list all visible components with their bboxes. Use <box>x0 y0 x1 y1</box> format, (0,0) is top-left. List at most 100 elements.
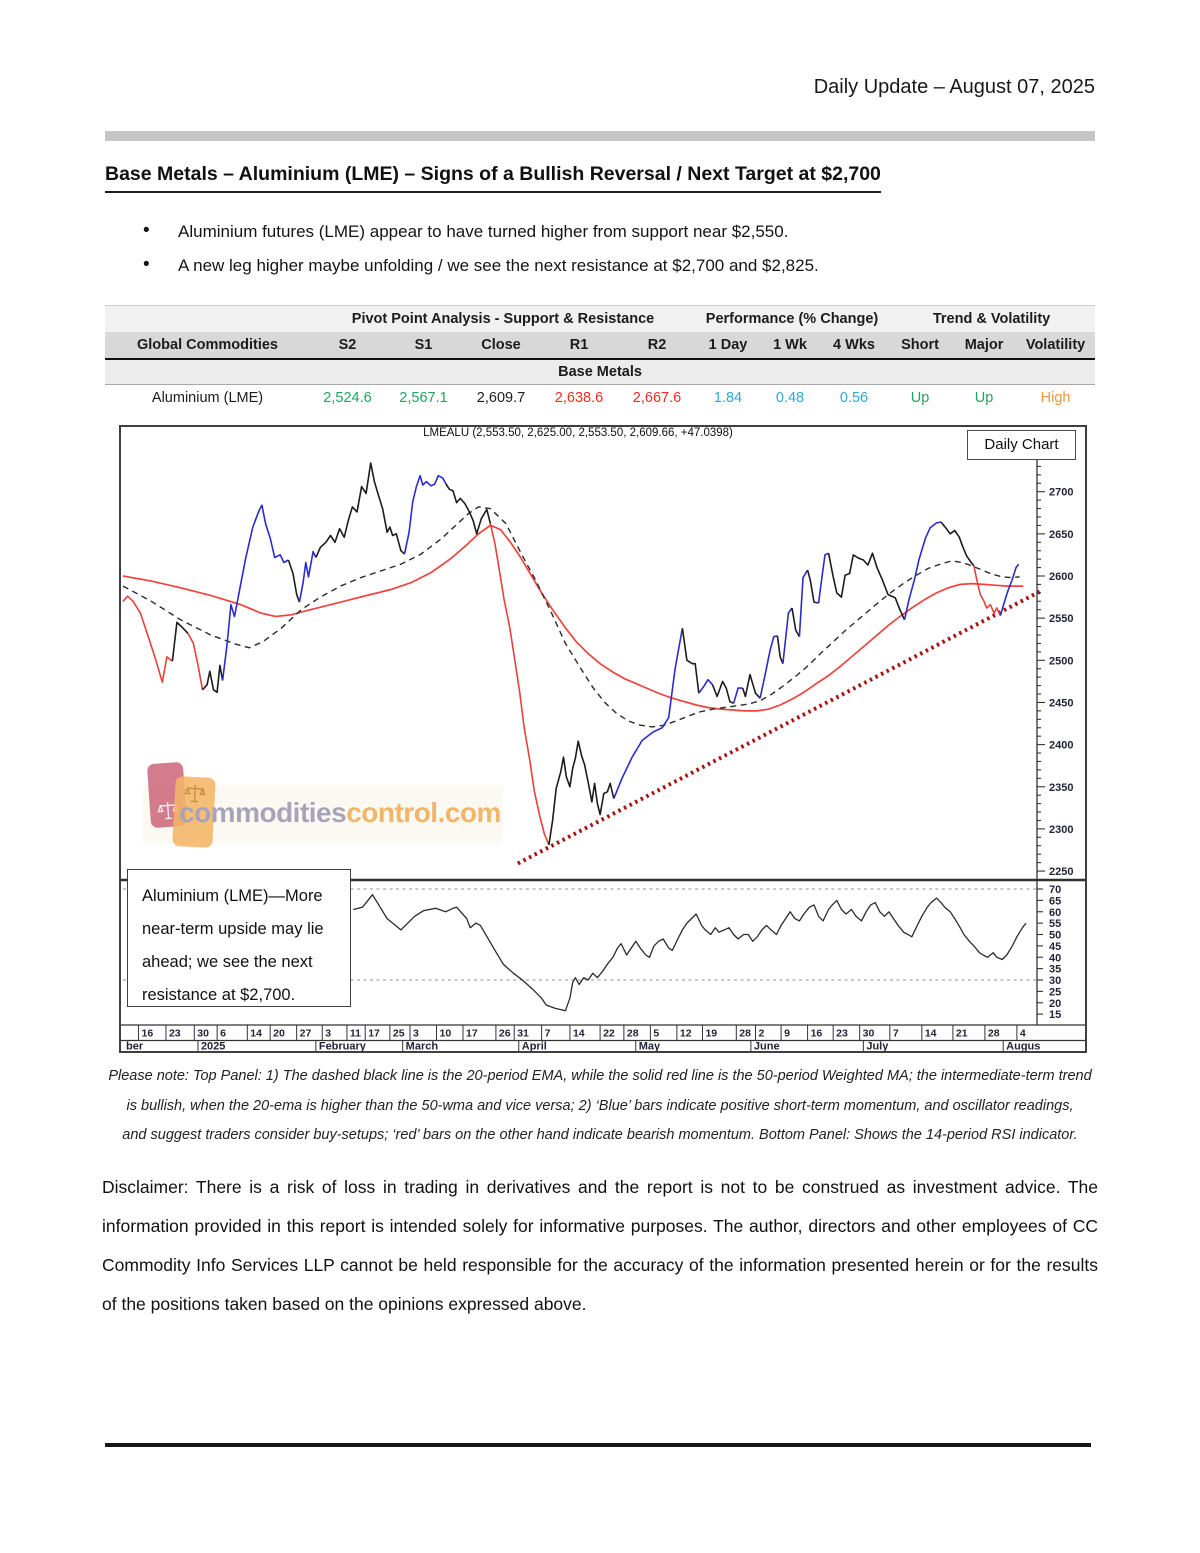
disclaimer: Disclaimer: There is a risk of loss in t… <box>102 1176 1098 1314</box>
day-tick-label: 30 <box>197 1028 209 1040</box>
col-header-major: Major <box>952 332 1017 360</box>
rsi-tick-label: 40 <box>1049 952 1061 964</box>
y-tick-label: 2250 <box>1049 866 1073 878</box>
day-tick-label: 12 <box>680 1028 692 1040</box>
table-section-row: Base Metals <box>105 359 1096 385</box>
watermark-logo <box>172 776 216 848</box>
annotation-box: Aluminium (LME)—More near-term upside ma… <box>127 869 351 1007</box>
trendline <box>516 589 1042 866</box>
col-header-volatility: Volatility <box>1016 332 1096 360</box>
header-date: Daily Update – August 07, 2025 <box>813 76 1095 98</box>
col-header-4wks: 4 Wks <box>820 332 889 360</box>
bullet-list: Aluminium futures (LME) appear to have t… <box>105 219 1095 288</box>
day-tick-label: 22 <box>603 1028 615 1040</box>
page-title: Base Metals – Aluminium (LME) – Signs of… <box>105 163 881 193</box>
month-label: Augus <box>1006 1041 1040 1053</box>
y-tick-label: 2500 <box>1049 655 1073 667</box>
rsi-tick-label: 65 <box>1049 895 1061 907</box>
rsi-tick-label: 30 <box>1049 975 1061 987</box>
cell-1day: 1.84 <box>696 384 760 411</box>
day-tick-label: 28 <box>739 1028 751 1040</box>
day-tick-label: 3 <box>325 1028 331 1040</box>
day-tick-label: 21 <box>956 1028 968 1040</box>
price-line-segment <box>489 523 550 846</box>
rsi-tick-label: 20 <box>1049 998 1061 1010</box>
price-line-segment <box>287 559 301 603</box>
price-line-segment <box>122 595 173 684</box>
price-line-segment <box>221 504 289 681</box>
price-line-segment <box>999 563 1020 616</box>
price-line-segment <box>187 632 204 690</box>
table-row: Aluminium (LME) 2,524.6 2,567.1 2,609.7 … <box>105 384 1096 411</box>
bullet-item: Aluminium futures (LME) appear to have t… <box>105 219 1095 244</box>
day-tick-label: 7 <box>893 1028 899 1040</box>
footnote-line: Please note: Top Panel: 1) The dashed bl… <box>108 1068 1092 1084</box>
y-tick-label: 2700 <box>1049 487 1073 499</box>
cell-r2: 2,667.6 <box>618 384 696 411</box>
annotation-line: Aluminium (LME)—More <box>142 887 323 905</box>
day-tick-label: 11 <box>350 1028 361 1040</box>
col-header-r1: R1 <box>540 332 618 360</box>
day-tick-label: 14 <box>573 1028 585 1040</box>
cell-short: Up <box>888 384 953 411</box>
day-tick-label: 31 <box>517 1028 529 1040</box>
day-tick-label: 10 <box>440 1028 452 1040</box>
cell-4wks: 0.56 <box>820 384 889 411</box>
col-header-1day: 1 Day <box>696 332 760 360</box>
annotation-line: resistance at $2,700. <box>142 986 296 1004</box>
day-tick-label: 5 <box>653 1028 659 1040</box>
rsi-tick-label: 15 <box>1049 1009 1061 1021</box>
day-tick-label: 30 <box>863 1028 875 1040</box>
divider-bar <box>105 131 1095 141</box>
cell-r1: 2,638.6 <box>540 384 618 411</box>
col-header-close: Close <box>462 332 540 360</box>
price-line-segment <box>782 607 793 664</box>
price-line-segment <box>315 462 406 558</box>
price-line-segment <box>732 687 743 704</box>
day-tick-label: 26 <box>499 1028 511 1040</box>
footnote-line: is bullish, when the 20-ema is higher th… <box>126 1097 1074 1114</box>
day-tick-label: 7 <box>545 1028 551 1040</box>
col-header-1wk: 1 Wk <box>760 332 820 360</box>
brand-left: commodities <box>179 797 347 828</box>
day-tick-label: 16 <box>142 1028 154 1040</box>
rsi-tick-label: 25 <box>1049 986 1061 998</box>
col-header-r2: R2 <box>618 332 696 360</box>
bullet-item: A new leg higher maybe unfolding / we se… <box>105 253 1095 278</box>
price-line-segment <box>201 664 224 694</box>
day-tick-label: 27 <box>300 1028 312 1040</box>
rsi-tick-label: 35 <box>1049 964 1061 976</box>
price-line-segment <box>973 565 1002 616</box>
cell-1wk: 0.48 <box>760 384 820 411</box>
day-tick-label: 14 <box>925 1028 937 1040</box>
y-tick-label: 2450 <box>1049 697 1073 709</box>
y-tick-label: 2550 <box>1049 613 1073 625</box>
day-tick-label: 20 <box>273 1028 285 1040</box>
chart-border <box>119 425 1087 1053</box>
pivot-table: Pivot Point Analysis - Support & Resista… <box>105 305 1096 411</box>
price-line-segment <box>791 607 801 638</box>
price-line-segment <box>613 628 684 799</box>
cell-s1: 2,567.1 <box>385 384 462 411</box>
y-tick-label: 2650 <box>1049 529 1073 541</box>
rsi-tick-label: 70 <box>1049 884 1061 896</box>
ema-line <box>122 506 1020 728</box>
month-label: June <box>754 1041 780 1053</box>
day-tick-label: 23 <box>836 1028 848 1040</box>
annotation-line: near-term upside may lie <box>142 920 324 938</box>
price-line-segment <box>403 474 447 555</box>
rsi-tick-label: 45 <box>1049 941 1061 953</box>
price-line-segment <box>827 552 906 621</box>
cell-major: Up <box>952 384 1017 411</box>
day-tick-label: 17 <box>466 1028 478 1040</box>
brand-text: commoditiescontrol.com <box>179 797 501 829</box>
chart-figure: commoditiescontrol.com 2700 2650 2600 2550 2… <box>119 425 1087 1053</box>
price-line-segment <box>817 552 829 604</box>
month-label: March <box>406 1041 439 1053</box>
section-label: Base Metals <box>105 359 1096 385</box>
day-tick-label: 16 <box>811 1028 823 1040</box>
cell-close: 2,609.7 <box>462 384 540 411</box>
price-line-segment <box>681 628 700 694</box>
annotation-line: ahead; we see the next <box>142 953 313 971</box>
price-line-segment <box>548 740 615 846</box>
